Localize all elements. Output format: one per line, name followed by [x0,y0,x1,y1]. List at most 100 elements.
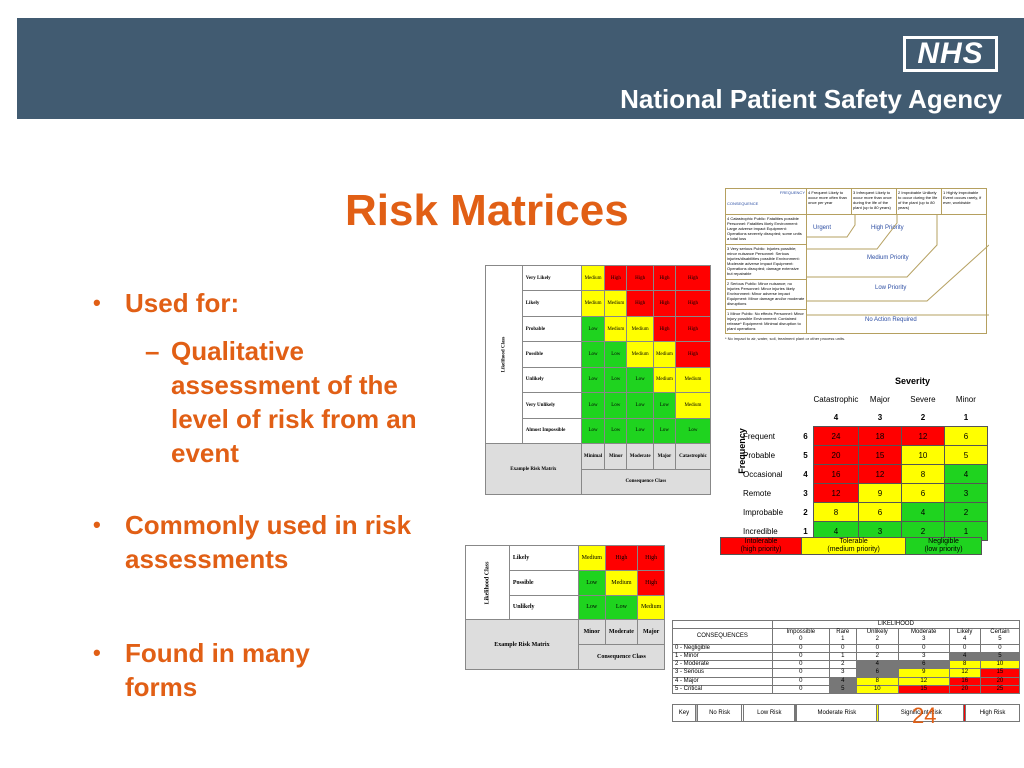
key-sublabel: (medium priority) [827,546,880,553]
severity-cell: 12 [900,426,945,446]
matrix-corner-label: Example Risk Matrix [485,443,582,495]
likelihood-col-name: Impossible [786,629,816,636]
likelihood-cell: 4 [828,676,857,686]
likelihood-col-label: Moderate 3 [897,628,950,645]
matrix-col-label: Minor [577,619,606,646]
likelihood-cell: 25 [979,684,1021,695]
severity-grid: Severity Frequency Catastrophic Major Seve… [725,376,997,541]
severity-row: Incredible 1 4 3 2 1 [735,521,988,541]
matrix-cell: Low [580,417,606,445]
likelihood-cell: 16 [948,676,981,686]
frequency-row-label: Remote [743,488,772,498]
frequency-row-number: 3 [803,488,808,498]
matrix-cell: Medium [577,545,606,571]
severity-cell: 8 [813,502,859,522]
matrix-cell: Medium [604,315,628,343]
key-sublabel: (low priority) [924,546,963,553]
likelihood-col-number: 5 [998,636,1002,643]
severity-header-row: Catastrophic Major Severe Minor [735,390,987,408]
bullet-text: Commonly used in risk assessments [125,510,412,574]
severity-row: Remote 3 12 9 6 3 [735,483,988,503]
bullet-icon: • [93,640,101,665]
consequence-row-label: 5 - Critical [672,684,773,695]
priority-zone-lines [807,215,989,316]
consequence-class-label: Consequence Class [580,468,712,495]
priority-zones: Urgent High Priority Medium Priority Low… [806,214,989,334]
key-swatch [794,704,798,722]
frequency-row-number: 1 [803,526,808,536]
priority-row-head: 2 Serious Public: Minor nuisance; no inj… [725,278,807,310]
likelihood-col-number: 1 [841,636,845,643]
matrix-row: Unlikely Low Low Medium [466,594,665,621]
severity-cell: 9 [857,483,902,503]
likelihood-col-name: Likely [957,629,973,636]
consequences-label: CONSEQUENCES [672,628,773,645]
key-swatch [741,704,745,722]
bullet-text: Used for: [125,288,240,318]
bullet-icon: • [93,290,101,315]
severity-col-number: 3 [877,412,883,422]
likelihood-title: LIKELIHOOD [771,619,1021,630]
header-banner: NHS National Patient Safety Agency [17,18,1024,119]
matrix-cell: Low [580,341,606,368]
likelihood-cell: 0 [771,643,830,653]
likelihood-matrix: LIKELIHOOD CONSEQUENCES Impossible 0 Rare 1 Un… [672,619,1021,695]
key-label: Intolerable [744,538,778,545]
frequency-row-label: Improbable [743,507,784,517]
matrix-cell: High [626,290,654,317]
spacer [798,408,814,427]
likelihood-cell: 5 [979,651,1021,662]
likelihood-top-row: LIKELIHOOD [672,619,1021,630]
matrix-cell: Low [652,392,676,419]
matrix-cell: Low [577,569,606,596]
likelihood-cell: 0 [855,643,899,653]
likelihood-cell: 1 [828,651,857,662]
zone-urgent: Urgent [813,225,832,231]
likelihood-cell: 6 [897,660,950,670]
severity-cell: 16 [813,464,859,484]
likelihood-cell: 2 [855,651,899,662]
matrix-cell: High [626,264,654,292]
matrix-col-label: Moderate [604,619,639,646]
matrix-row: Possible Low Low Medium Medium High [486,341,712,368]
likelihood-axis-text: Likelihood Class [484,561,491,605]
severity-cell: 4 [900,502,945,522]
matrix-cell: Low [604,392,628,419]
likelihood-row: 3 - Serious 0 3 6 9 12 15 [672,668,1021,678]
likelihood-col-name: Certain [990,629,1010,636]
likelihood-cell: 9 [897,668,950,678]
severity-col-label: Major [869,394,890,404]
spacer [735,408,798,427]
likelihood-axis-text: Likelihood Class [501,336,507,373]
matrix-cell: Medium [604,290,628,317]
matrix-cell: Medium [580,264,606,292]
matrix-row-label: Possible [508,569,579,596]
likelihood-cell: 4 [855,660,899,670]
severity-cell: 6 [900,483,945,503]
bullet-used-for: • Used for: [93,286,240,320]
matrix-cell: Low [580,315,606,343]
priority-consequence-label: CONSEQUENCE [727,201,759,206]
likelihood-row: 4 - Major 0 4 8 12 16 20 [672,676,1021,686]
matrix-row-label: Possible [521,341,582,368]
severity-col-number: 4 [833,412,839,422]
likelihood-cell: 2 [828,660,857,670]
matrix-cell: High [652,290,676,317]
matrix-row-label: Almost Impossible [521,417,582,445]
matrix-cell: Low [626,392,654,419]
severity-cell: 3 [943,483,988,503]
consequence-class-label: Consequence Class [577,644,666,670]
severity-cell: 8 [900,464,945,484]
likelihood-cell: 0 [771,660,830,670]
matrix-cell: Low [674,417,712,445]
matrix-cell: High [637,545,665,571]
severity-cell: 2 [943,502,988,522]
frequency-row-label: Incredible [743,526,778,536]
likelihood-cell: 3 [828,668,857,678]
likelihood-col-number: 4 [963,636,967,643]
key-title: Key [672,704,696,722]
sub-bullet-text: Qualitative assessment of the level of r… [171,336,417,468]
likelihood-col-label: Certain 5 [979,628,1021,645]
zone-medium-priority: Medium Priority [867,255,909,261]
priority-row-head: 3 Very serious Public: Injuries possible… [725,243,807,280]
